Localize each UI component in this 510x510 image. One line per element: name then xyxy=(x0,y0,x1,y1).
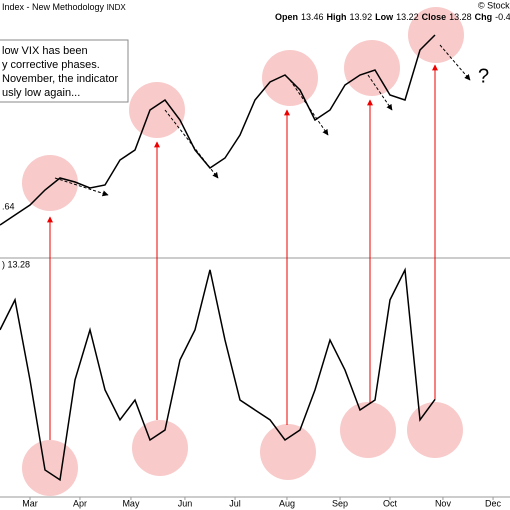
ohlc-label: Chg xyxy=(475,12,493,22)
annotation: low VIX has been y corrective phases. No… xyxy=(0,39,129,103)
ohlc-value: 13.28 xyxy=(449,12,472,22)
price-line xyxy=(0,34,436,226)
ohlc-value: -0.47 ( xyxy=(495,12,510,22)
price-line xyxy=(0,267,436,482)
ohlc-label: Close xyxy=(422,12,447,22)
x-tick-label: Jun xyxy=(178,498,193,508)
highlights xyxy=(22,7,464,496)
note-line: usly low again... xyxy=(2,87,80,99)
note-line: low VIX has been xyxy=(2,45,88,57)
ohlc-label: Low xyxy=(375,12,394,22)
ohlc: Open 13.46 High 13.92 Low 13.22 Close 13.28 Chg -… xyxy=(275,12,510,22)
ohlc-label: Open xyxy=(275,12,298,22)
x-tick-label: Oct xyxy=(383,498,398,508)
x-tick-label: Sep xyxy=(332,498,348,508)
note-line: November, the indicator xyxy=(2,73,119,85)
note-line: y corrective phases. xyxy=(2,59,100,71)
legend: .64 xyxy=(2,201,15,211)
legend: ) 13.28 xyxy=(2,259,30,269)
x-tick-label: Dec xyxy=(485,498,502,508)
ohlc-value: 13.92 xyxy=(350,12,373,22)
link-arrows xyxy=(47,64,438,440)
x-tick-label: Aug xyxy=(279,498,295,508)
x-tick-label: Nov xyxy=(435,498,452,508)
question-mark: ? xyxy=(478,65,489,87)
x-tick-label: Mar xyxy=(22,498,38,508)
title: Index - New Methodology INDX xyxy=(2,2,126,12)
x-tick-label: Jul xyxy=(229,498,241,508)
x-tick-label: May xyxy=(122,498,140,508)
ohlc-value: 13.22 xyxy=(396,12,419,22)
credit: © StockC xyxy=(478,0,510,10)
ohlc-label: High xyxy=(327,12,347,22)
x-tick-label: Apr xyxy=(73,498,87,508)
ohlc-value: 13.46 xyxy=(301,12,324,22)
